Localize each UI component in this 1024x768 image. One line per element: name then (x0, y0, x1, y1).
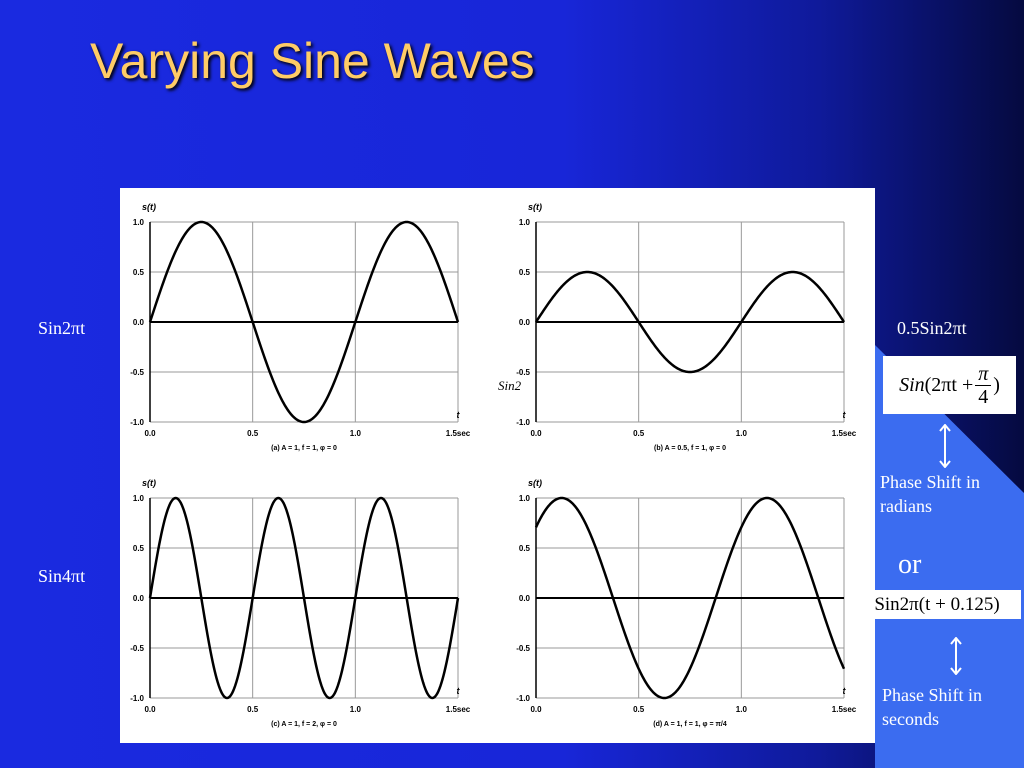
formula-radians-den: 4 (978, 385, 989, 408)
double-arrow-icon (939, 424, 951, 468)
y-tick-label: 0.5 (519, 544, 531, 553)
formula-radians: Sin (2πt + π 4 ) (883, 356, 1016, 414)
y-tick-label: -0.5 (516, 368, 530, 377)
formula-seconds-text: Sin2π(t + 0.125) (874, 593, 1000, 615)
formula-radians-prefix: Sin (899, 373, 925, 396)
chart-caption: (c) A = 1, f = 2, φ = 0 (271, 721, 337, 728)
y-axis-label: s(t) (528, 202, 542, 212)
y-tick-label: 0.0 (133, 594, 145, 603)
x-axis-label: t (843, 686, 847, 696)
chart-caption: (b) A = 0.5, f = 1, φ = 0 (654, 445, 726, 452)
x-tick-label: 1.5sec (832, 429, 857, 438)
x-tick-label: 0.5 (633, 429, 645, 438)
sine-series (148, 220, 460, 424)
y-tick-label: -1.0 (516, 694, 530, 703)
x-tick-label: 1.5sec (832, 705, 857, 714)
label-sin4pit: Sin4πt (38, 566, 86, 586)
sine-series (148, 496, 460, 700)
y-tick-label: 0.5 (519, 268, 531, 277)
double-arrow-icon (950, 637, 962, 675)
slide-title: Varying Sine Waves (90, 33, 535, 89)
formula-radians-num: π (975, 363, 992, 386)
y-tick-label: -1.0 (130, 694, 144, 703)
y-axis-label: s(t) (142, 202, 156, 212)
y-tick-label: 0.0 (519, 318, 531, 327)
y-tick-label: 1.0 (519, 494, 531, 503)
x-axis-label: t (843, 410, 847, 420)
x-tick-label: 0.0 (530, 429, 542, 438)
y-tick-label: 0.0 (133, 318, 145, 327)
y-tick-label: -0.5 (130, 368, 144, 377)
sine-series (534, 496, 846, 700)
x-tick-label: 0.0 (144, 429, 156, 438)
y-axis-label: s(t) (142, 478, 156, 488)
or-label: or (898, 549, 922, 580)
x-tick-label: 1.5sec (446, 705, 471, 714)
x-tick-label: 1.0 (736, 429, 748, 438)
phase-radians-label: Phase Shift in radians (880, 470, 980, 518)
sine-series (534, 270, 846, 374)
x-tick-label: 0.0 (530, 705, 542, 714)
x-tick-label: 0.0 (144, 705, 156, 714)
chart-1: 1.00.50.0-0.5-1.00.0 0.5 1.0 1.5secs(t)t(b)… (516, 202, 857, 452)
y-tick-label: -0.5 (516, 644, 530, 653)
phase-seconds-label: Phase Shift in seconds (882, 683, 982, 731)
x-tick-label: 0.5 (633, 705, 645, 714)
x-tick-label: 1.0 (350, 705, 362, 714)
phase-radians-line2: radians (880, 496, 932, 516)
chart-panel: 1.0 0.5 0.0 -0.5 -1.0 0.0 0.5 1.0 1.5sec s(t) t (a)… (120, 188, 875, 743)
y-tick-label: -1.0 (130, 418, 144, 427)
y-tick-label: 1.0 (133, 494, 145, 503)
label-half-sin2pit: 0.5Sin2πt (897, 318, 967, 338)
x-axis-label: t (457, 686, 461, 696)
x-axis-label: t (457, 410, 461, 420)
formula-radians-open: (2πt + (924, 373, 974, 396)
y-tick-label: -0.5 (130, 644, 144, 653)
y-tick-label: 0.0 (519, 594, 531, 603)
phase-radians-line1: Phase Shift in (880, 472, 981, 492)
y-tick-label: 1.0 (133, 218, 145, 227)
x-tick-label: 0.5 (247, 705, 259, 714)
formula-radians-close: ) (993, 373, 1000, 396)
y-axis-label: s(t) (528, 478, 542, 488)
y-tick-label: 0.5 (133, 544, 145, 553)
chart-0: 1.00.50.0-0.5-1.00.0 0.5 1.0 1.5secs(t)t(a)… (130, 202, 471, 452)
y-tick-label: 1.0 (519, 218, 531, 227)
chart-caption: (d) A = 1, f = 1, φ = π/4 (653, 721, 727, 728)
chart-2: 1.00.50.0-0.5-1.00.0 0.5 1.0 1.5secs(t)t(c)… (130, 478, 471, 728)
chart-caption: (a) A = 1, f = 1, φ = 0 (271, 445, 337, 452)
formula-radians-fraction: π 4 (975, 363, 992, 408)
x-tick-label: 1.0 (350, 429, 362, 438)
x-tick-label: 1.0 (736, 705, 748, 714)
phase-seconds-line1: Phase Shift in (882, 685, 983, 705)
chart-3: 1.00.50.0-0.5-1.00.0 0.5 1.0 1.5secs(t)t(d)… (516, 478, 857, 728)
overlay-text: Sin2 (498, 378, 522, 393)
phase-seconds-line2: seconds (882, 709, 939, 729)
charts-svg: 1.00.50.0-0.5-1.00.0 0.5 1.0 1.5secs(t)t(a)… (130, 202, 857, 728)
x-tick-label: 1.5sec (446, 429, 471, 438)
y-tick-label: 0.5 (133, 268, 145, 277)
formula-seconds: Sin2π(t + 0.125) (853, 590, 1021, 619)
label-sin2pit: Sin2πt (38, 318, 86, 338)
y-tick-label: -1.0 (516, 418, 530, 427)
x-tick-label: 0.5 (247, 429, 259, 438)
